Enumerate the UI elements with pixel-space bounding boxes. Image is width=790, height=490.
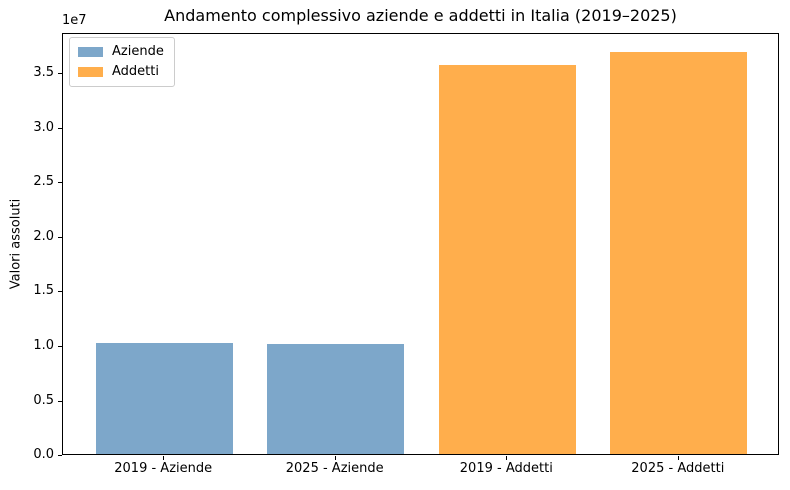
y-tick-label: 1.0 <box>33 338 54 353</box>
legend-swatch-addetti <box>78 67 103 77</box>
y-tick-mark <box>58 291 62 293</box>
x-tick-mark <box>163 456 165 460</box>
legend-item-aziende: Aziende <box>78 45 164 59</box>
y-tick-label: 3.5 <box>33 65 54 81</box>
x-tick-label: 2019 - Addetti <box>459 461 553 476</box>
y-axis-offset-label: 1e7 <box>62 13 87 28</box>
bar-2019-aziende <box>95 342 233 454</box>
y-tick-mark <box>58 127 62 129</box>
legend-swatch-aziende <box>78 47 103 57</box>
y-tick-label: 3.0 <box>33 119 54 135</box>
x-tick-mark <box>506 456 508 460</box>
legend-label-aziende: Aziende <box>112 44 164 59</box>
x-tick-label: 2025 - Aziende <box>285 461 384 476</box>
y-tick-label: 2.5 <box>33 174 54 190</box>
y-tick-label: 1.5 <box>33 283 54 299</box>
y-tick-mark <box>58 346 62 347</box>
y-tick-mark <box>58 73 62 75</box>
x-tick-mark <box>334 456 336 460</box>
legend-label-addetti: Addetti <box>112 64 159 79</box>
legend-item-addetti: Addetti <box>78 65 164 79</box>
legend: Aziende Addetti <box>69 37 175 87</box>
y-tick-mark <box>58 455 62 456</box>
chart-title: Andamento complessivo aziende e addetti … <box>164 6 677 25</box>
bar-2019-addetti <box>438 64 576 454</box>
y-tick-label: 0.5 <box>33 392 54 408</box>
plot-area: Aziende Addetti <box>62 33 779 455</box>
x-tick-label: 2025 - Addetti <box>631 461 725 476</box>
y-tick-label: 2.0 <box>33 228 54 244</box>
y-tick-mark <box>58 182 62 184</box>
x-tick-label: 2019 - Aziende <box>114 461 213 476</box>
y-tick-label: 0.0 <box>33 447 54 462</box>
y-tick-mark <box>58 400 62 402</box>
bar-2025-aziende <box>267 344 405 454</box>
y-tick-mark <box>58 236 62 238</box>
x-tick-mark <box>677 456 679 460</box>
bar-2025-addetti <box>610 51 748 454</box>
